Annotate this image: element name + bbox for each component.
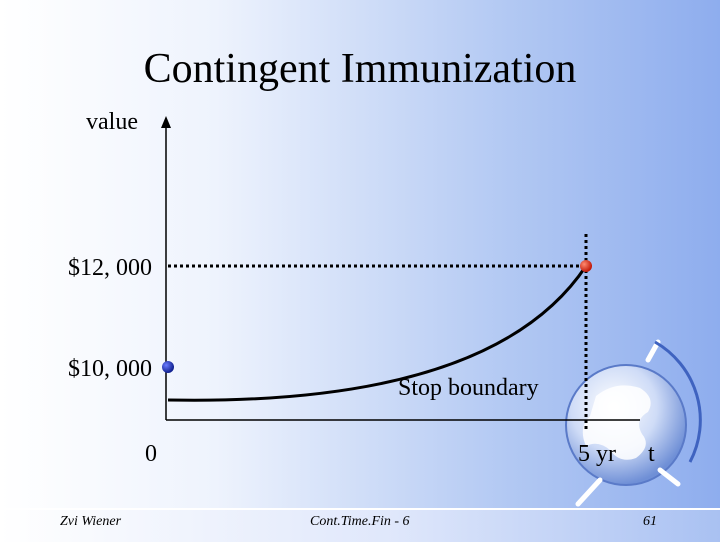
y-label-low: $10, 000	[68, 356, 152, 382]
globe-icon	[565, 339, 702, 507]
slide-title: Contingent Immunization	[143, 46, 577, 92]
start-point	[162, 361, 174, 373]
stop-boundary-curve	[167, 265, 588, 402]
y-label-high: $12, 000	[68, 255, 152, 281]
x-label-end: 5 yr	[578, 441, 616, 467]
end-point	[580, 260, 592, 272]
footer-course: Cont.Time.Fin - 6	[310, 514, 410, 529]
footer-bar	[0, 508, 720, 542]
y-axis-label: value	[86, 109, 138, 135]
footer-author: Zvi Wiener	[60, 514, 122, 529]
x-label-origin: 0	[145, 441, 157, 467]
curve-label: Stop boundary	[398, 375, 539, 401]
y-axis-arrow	[161, 116, 171, 128]
page-number: 61	[643, 514, 657, 529]
x-axis-label: t	[648, 441, 655, 467]
